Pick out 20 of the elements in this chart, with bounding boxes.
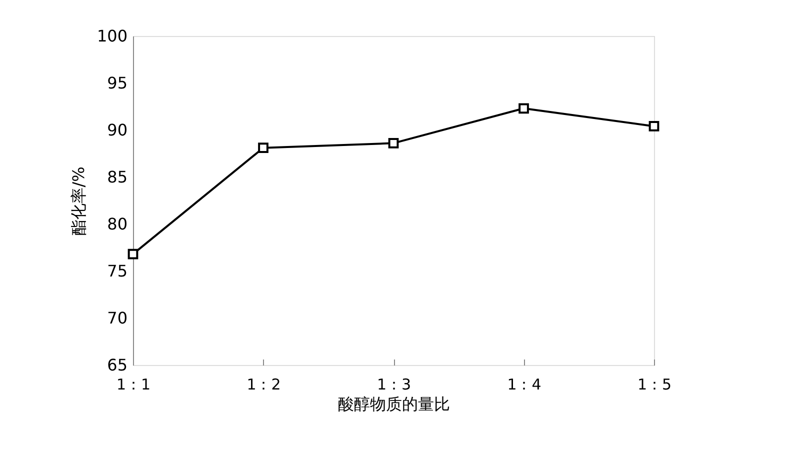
y-tick-label: 95 (107, 74, 128, 92)
point (388, 138, 399, 148)
x-tick-label: 1：1 (116, 376, 151, 394)
x-tick-label: 1：3 (376, 376, 412, 394)
x-tick-label: 1：5 (637, 376, 672, 394)
point (518, 103, 529, 114)
point (648, 121, 660, 132)
y-axis-title: 酯化率/% (68, 166, 88, 236)
y-tick-label: 85 (107, 168, 128, 186)
y-tick-label: 70 (107, 308, 128, 328)
y-tick-label: 80 (107, 214, 128, 234)
point (128, 248, 138, 260)
y-tick-label: 90 (107, 120, 128, 140)
y-tick-label: 65 (107, 356, 128, 374)
y-tick-label: 75 (107, 262, 128, 280)
point (258, 142, 268, 154)
y-tick-label: 100 (96, 26, 128, 46)
x-tick-label: 1：2 (246, 376, 281, 394)
x-axis-title: 酸醇物质的量比 (338, 394, 450, 414)
x-tick-label: 1：4 (507, 376, 542, 394)
